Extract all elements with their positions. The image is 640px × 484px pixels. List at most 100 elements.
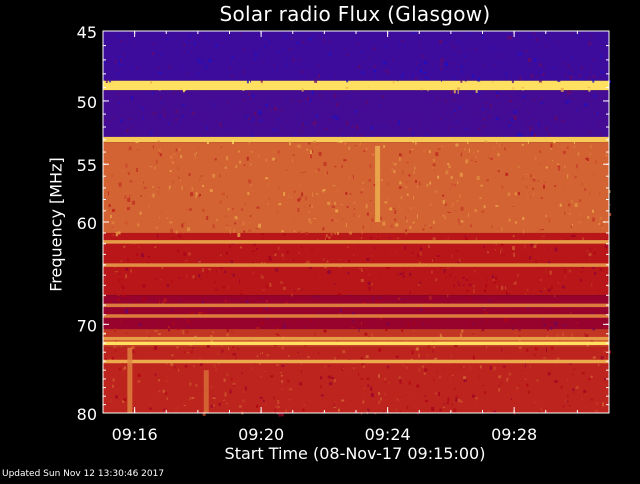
noise-pixel <box>433 158 435 162</box>
noise-pixel <box>122 368 124 371</box>
noise-pixel <box>109 358 112 361</box>
noise-pixel <box>484 311 488 314</box>
noise-pixel <box>198 275 201 278</box>
noise-pixel <box>562 62 564 65</box>
noise-pixel <box>363 393 366 396</box>
noise-pixel <box>372 153 375 156</box>
noise-pixel <box>540 71 543 74</box>
noise-pixel <box>370 393 374 397</box>
noise-pixel <box>586 256 588 258</box>
noise-pixel <box>461 65 464 68</box>
noise-pixel <box>528 35 531 38</box>
noise-pixel <box>481 210 485 213</box>
noise-pixel <box>527 305 530 309</box>
noise-pixel <box>375 75 377 79</box>
noise-pixel <box>530 174 532 178</box>
noise-pixel <box>194 153 196 156</box>
noise-pixel <box>336 115 340 119</box>
noise-pixel <box>158 379 161 382</box>
noise-pixel <box>451 403 453 406</box>
noise-pixel <box>105 79 108 83</box>
noise-pixel <box>280 374 283 377</box>
noise-pixel <box>193 41 196 45</box>
noise-pixel <box>590 36 593 38</box>
noise-pixel <box>272 149 276 153</box>
noise-pixel <box>528 44 530 47</box>
noise-pixel <box>426 133 428 137</box>
noise-pixel <box>592 79 595 83</box>
noise-pixel <box>302 408 304 412</box>
noise-pixel <box>372 296 374 301</box>
noise-pixel <box>526 288 529 292</box>
noise-pixel <box>281 388 284 390</box>
noise-pixel <box>498 387 501 392</box>
noise-pixel <box>409 207 412 210</box>
noise-pixel <box>243 113 246 116</box>
noise-pixel <box>371 38 374 40</box>
noise-pixel <box>125 274 128 279</box>
noise-pixel <box>157 138 160 143</box>
noise-pixel <box>510 132 512 134</box>
noise-pixel <box>390 224 393 228</box>
noise-pixel <box>545 214 547 217</box>
noise-pixel <box>422 321 424 326</box>
noise-pixel <box>245 111 249 115</box>
noise-pixel <box>118 215 121 217</box>
noise-pixel <box>118 274 121 278</box>
noise-pixel <box>191 397 195 399</box>
noise-pixel <box>458 258 461 261</box>
noise-pixel <box>514 192 517 196</box>
noise-pixel <box>494 249 496 251</box>
noise-pixel <box>286 121 289 124</box>
noise-pixel <box>157 187 160 188</box>
noise-pixel <box>298 57 301 60</box>
noise-pixel <box>487 321 490 323</box>
noise-pixel <box>385 69 387 72</box>
noise-pixel <box>241 372 243 374</box>
noise-pixel <box>475 88 478 93</box>
noise-pixel <box>465 235 466 238</box>
noise-pixel <box>432 259 433 262</box>
noise-pixel <box>148 205 150 208</box>
noise-pixel <box>406 220 408 223</box>
noise-pixel <box>286 169 288 171</box>
noise-pixel <box>409 272 412 276</box>
noise-pixel <box>553 67 556 69</box>
noise-pixel <box>550 148 553 150</box>
noise-pixel <box>242 399 246 403</box>
noise-pixel <box>186 352 190 354</box>
noise-pixel <box>554 218 556 222</box>
noise-pixel <box>495 242 497 246</box>
noise-pixel <box>124 221 128 225</box>
noise-pixel <box>311 283 313 285</box>
noise-pixel <box>347 246 350 249</box>
noise-pixel <box>337 140 339 143</box>
noise-pixel <box>323 37 325 42</box>
noise-pixel <box>529 365 531 367</box>
noise-pixel <box>532 32 536 35</box>
noise-pixel <box>120 320 122 323</box>
noise-pixel <box>360 357 363 360</box>
noise-pixel <box>519 335 521 338</box>
noise-pixel <box>296 116 299 119</box>
noise-pixel <box>590 144 592 149</box>
noise-pixel <box>429 203 433 206</box>
noise-pixel <box>358 372 360 377</box>
noise-pixel <box>231 330 233 332</box>
noise-pixel <box>311 205 314 208</box>
noise-pixel <box>108 191 109 196</box>
noise-pixel <box>216 271 218 273</box>
noise-pixel <box>276 210 279 215</box>
noise-pixel <box>594 112 597 114</box>
noise-pixel <box>592 209 594 213</box>
noise-pixel <box>526 348 529 352</box>
noise-pixel <box>130 125 134 129</box>
noise-pixel <box>411 148 414 150</box>
noise-pixel <box>354 76 358 78</box>
noise-pixel <box>258 223 261 228</box>
noise-pixel <box>176 346 179 349</box>
noise-pixel <box>168 326 170 329</box>
noise-pixel <box>269 269 271 272</box>
noise-pixel <box>485 140 488 143</box>
noise-pixel <box>508 124 511 127</box>
